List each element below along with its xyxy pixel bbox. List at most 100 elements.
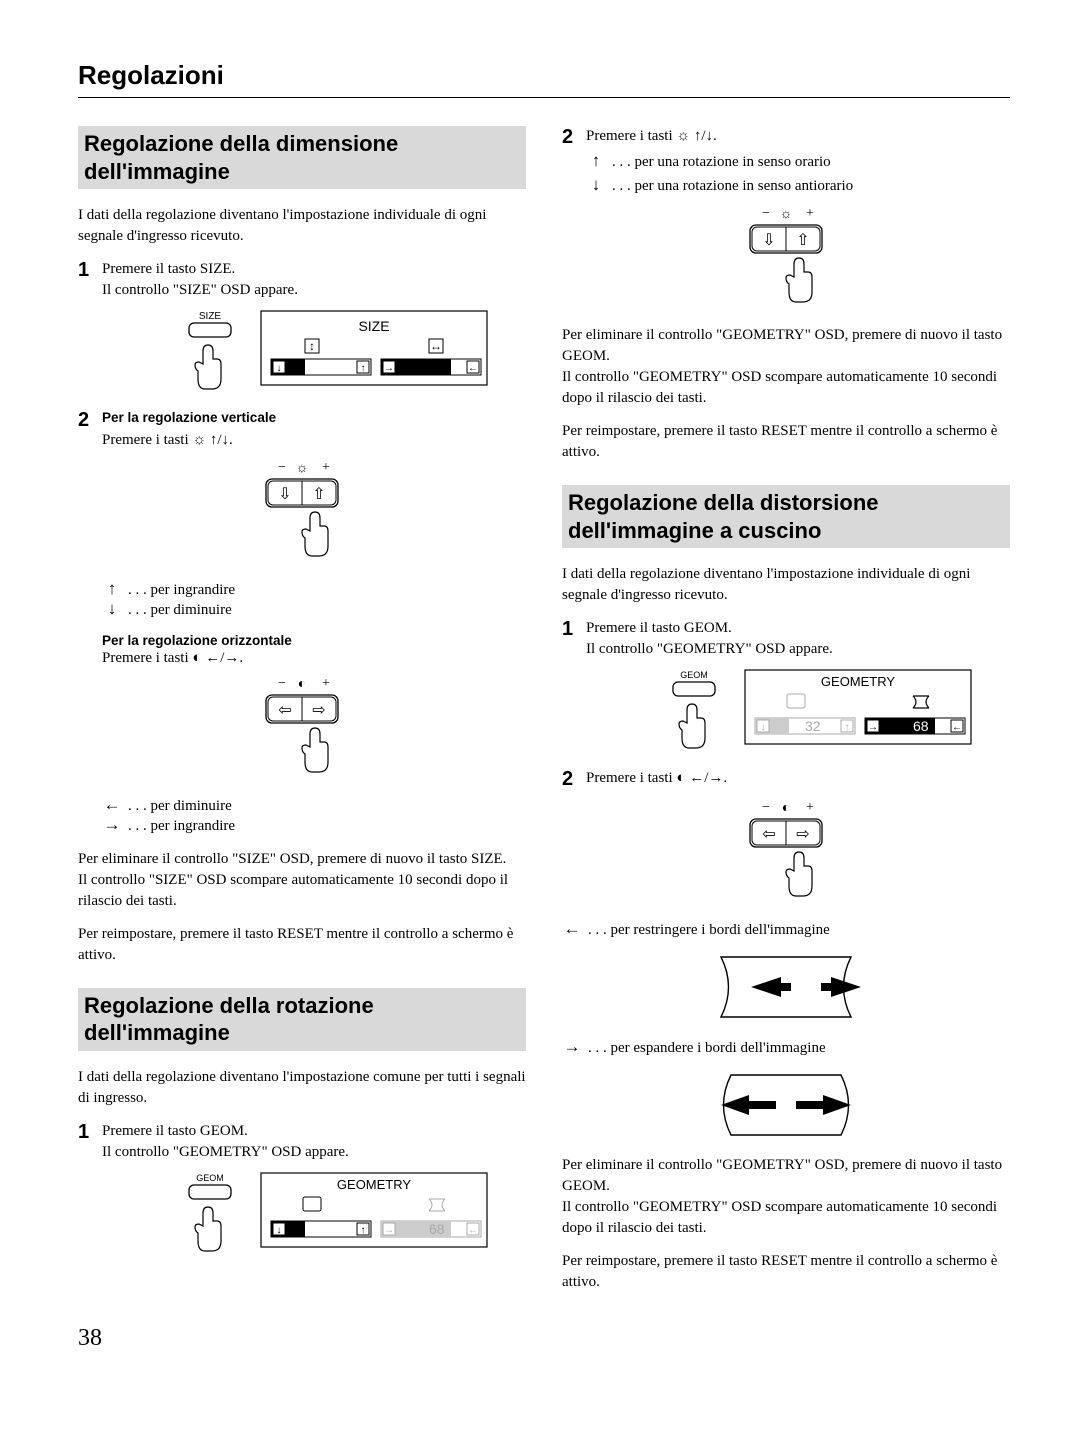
pincushion-narrow-figure	[701, 947, 871, 1027]
two-button-horizontal-figure: − ◐ + ⇦ ⇨	[232, 675, 372, 785]
svg-text:⇨: ⇨	[796, 826, 809, 843]
svg-text:−: −	[278, 460, 286, 475]
svg-text:→: →	[868, 722, 878, 733]
step-number: 1	[562, 618, 586, 660]
svg-text:32: 32	[321, 359, 337, 375]
svg-text:+: +	[806, 206, 814, 221]
size-down-line: ↓. . . per diminuire	[102, 599, 526, 619]
section-title-size: Regolazione della dimensione dell'immagi…	[78, 126, 526, 189]
osd-geometry-box-2: GEOMETRY ↓ ↑ → ← 32 68	[743, 668, 973, 758]
size-left-line: ←. . . per diminuire	[102, 795, 526, 815]
svg-text:GEOM: GEOM	[196, 1173, 224, 1183]
section-title-pincushion: Regolazione della distorsione dell'immag…	[562, 485, 1010, 548]
svg-text:⇦: ⇦	[278, 702, 291, 719]
size-up-line: ↑. . . per ingrandire	[102, 579, 526, 599]
svg-text:GEOMETRY: GEOMETRY	[337, 1177, 411, 1192]
step-number: 1	[78, 259, 102, 301]
pin-step2-press: Premere i tasti ◐ ←/→.	[586, 770, 727, 786]
step-number: 2	[562, 768, 586, 791]
svg-text:←: ←	[468, 363, 478, 374]
size-horiz-press: Premere i tasti ◐ ←/→.	[102, 650, 526, 667]
svg-text:68: 68	[913, 718, 929, 734]
osd-size-label: SIZE	[358, 318, 389, 334]
svg-text:32: 32	[321, 1221, 337, 1237]
rotation-step1a: Premere il tasto GEOM.	[102, 1123, 248, 1139]
section-title-rotation: Regolazione della rotazione dell'immagin…	[78, 988, 526, 1051]
svg-text:⇧: ⇧	[312, 486, 325, 503]
size-step1a: Premere il tasto SIZE.	[102, 261, 235, 277]
rotation-up-line: ↑. . . per una rotazione in senso orario	[586, 149, 1010, 173]
rotation-step2-press: Premere i tasti ☼ ↑/↓.	[586, 128, 717, 144]
svg-text:⇦: ⇦	[762, 826, 775, 843]
svg-text:↑: ↑	[361, 1225, 366, 1236]
svg-text:←: ←	[952, 722, 962, 733]
svg-text:↑: ↑	[361, 363, 366, 374]
svg-text:68: 68	[429, 1221, 445, 1237]
pin-step1b: Il controllo "GEOMETRY" OSD appare.	[586, 641, 833, 657]
page-title: Regolazioni	[78, 60, 1010, 91]
size-right-line: →. . . per ingrandire	[102, 815, 526, 835]
svg-text:↑: ↑	[845, 722, 850, 733]
svg-text:☼: ☼	[780, 207, 793, 222]
geom-button-figure: GEOM	[175, 1171, 245, 1261]
svg-text:⇩: ⇩	[762, 232, 775, 249]
pin-close2: Il controllo "GEOMETRY" OSD scompare aut…	[562, 1199, 997, 1236]
svg-text:↓: ↓	[761, 722, 766, 733]
osd-geometry-box-1: GEOMETRY ↓ ↑ → ← 32 68	[259, 1171, 489, 1261]
svg-text:◐: ◐	[298, 677, 306, 692]
two-button-horizontal-figure-2: − ◐ + ⇦ ⇨	[716, 799, 856, 909]
svg-text:⇩: ⇩	[278, 486, 291, 503]
size-intro: I dati della regolazione diventano l'imp…	[78, 205, 526, 247]
step-number: 1	[78, 1121, 102, 1163]
page-title-rule	[78, 97, 1010, 98]
svg-text:+: +	[806, 800, 814, 815]
svg-text:GEOMETRY: GEOMETRY	[821, 674, 895, 689]
step-number: 2	[562, 126, 586, 197]
step-number: 2	[78, 409, 102, 451]
svg-text:↓: ↓	[277, 363, 282, 374]
pin-intro: I dati della regolazione diventano l'imp…	[562, 564, 1010, 606]
svg-text:↓: ↓	[277, 1225, 282, 1236]
osd-size-box: SIZE ↕ ↔ ↓ ↑ → ← 32 68	[259, 309, 489, 399]
svg-text:←: ←	[468, 1225, 478, 1236]
rotation-intro: I dati della regolazione diventano l'imp…	[78, 1067, 526, 1109]
size-horiz-title: Per la regolazione orizzontale	[102, 633, 526, 648]
rotation-close1: Per eliminare il controllo "GEOMETRY" OS…	[562, 327, 1002, 364]
svg-text:↔: ↔	[430, 339, 442, 353]
svg-text:−: −	[762, 800, 770, 815]
svg-text:−: −	[762, 206, 770, 221]
size-button-figure: SIZE	[175, 309, 245, 399]
rotation-step1b: Il controllo "GEOMETRY" OSD appare.	[102, 1144, 349, 1160]
rotation-down-line: ↓. . . per una rotazione in senso antior…	[586, 173, 1010, 197]
svg-text:↕: ↕	[309, 339, 315, 353]
svg-text:◐: ◐	[782, 801, 790, 816]
rotation-close3: Per reimpostare, premere il tasto RESET …	[562, 421, 1010, 463]
size-vertical-press: Premere i tasti ☼ ↑/↓.	[102, 430, 526, 451]
svg-text:→: →	[384, 1225, 394, 1236]
size-close2: Il controllo "SIZE" OSD scompare automat…	[78, 872, 508, 909]
svg-text:−: −	[278, 676, 286, 691]
pin-left-line: ←. . . per restringere i bordi dell'imma…	[562, 919, 1010, 939]
size-close1: Per eliminare il controllo "SIZE" OSD, p…	[78, 851, 506, 867]
geom-button-figure-2: GEOM	[659, 668, 729, 758]
two-button-vertical-figure-2: − ☼ + ⇩ ⇧	[716, 205, 856, 315]
svg-text:⇧: ⇧	[796, 232, 809, 249]
svg-text:☼: ☼	[296, 461, 309, 476]
pin-close1: Per eliminare il controllo "GEOMETRY" OS…	[562, 1157, 1002, 1194]
svg-text:⇨: ⇨	[312, 702, 325, 719]
svg-text:+: +	[322, 460, 330, 475]
svg-text:→: →	[384, 363, 394, 374]
pin-right-line: →. . . per espandere i bordi dell'immagi…	[562, 1037, 1010, 1057]
pincushion-wide-figure	[701, 1065, 871, 1145]
size-close3: Per reimpostare, premere il tasto RESET …	[78, 924, 526, 966]
svg-text:GEOM: GEOM	[680, 670, 708, 680]
svg-text:+: +	[322, 676, 330, 691]
pin-step1a: Premere il tasto GEOM.	[586, 620, 732, 636]
svg-text:68: 68	[429, 359, 445, 375]
page-number: 38	[78, 1325, 1010, 1352]
size-step1b: Il controllo "SIZE" OSD appare.	[102, 282, 298, 298]
size-vertical-title: Per la regolazione verticale	[102, 409, 526, 428]
svg-text:SIZE: SIZE	[199, 311, 222, 322]
pin-close3: Per reimpostare, premere il tasto RESET …	[562, 1251, 1010, 1293]
svg-text:32: 32	[805, 718, 821, 734]
